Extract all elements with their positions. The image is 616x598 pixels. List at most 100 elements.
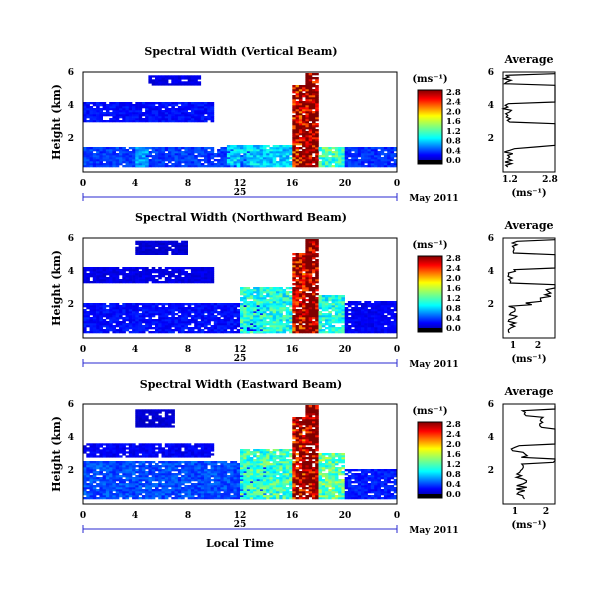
heatmap-cell — [145, 475, 149, 478]
heatmap-cell — [115, 469, 120, 472]
heatmap-cell — [197, 81, 202, 84]
heatmap-cell — [132, 491, 136, 494]
heatmap-cell — [308, 255, 313, 258]
heatmap-cell — [295, 261, 300, 264]
heatmap-cell — [204, 483, 208, 486]
heatmap-cell — [230, 477, 234, 480]
heatmap-cell — [171, 102, 175, 105]
heatmap-cell — [128, 493, 133, 496]
heatmap-cell — [194, 269, 198, 272]
heatmap-cell — [105, 329, 110, 332]
heatmap-cell — [246, 323, 251, 326]
heatmap-cell — [151, 307, 156, 310]
heatmap-cell — [177, 157, 182, 160]
heatmap-cell — [308, 305, 313, 308]
heatmap-cell — [109, 465, 113, 468]
heatmap-cell — [213, 315, 218, 318]
heatmap-cell — [393, 319, 398, 322]
heatmap-cell — [233, 477, 238, 480]
heatmap-cell — [190, 477, 195, 480]
heatmap-cell — [177, 495, 182, 498]
heatmap-cell — [233, 469, 238, 472]
heatmap-cell — [99, 469, 103, 472]
heatmap-cell — [272, 155, 277, 158]
heatmap-cell — [164, 309, 169, 312]
heatmap-cell — [92, 491, 97, 494]
heatmap-cell — [207, 495, 211, 498]
heatmap-cell — [269, 321, 273, 324]
heatmap-cell — [171, 153, 175, 156]
heatmap-cell — [334, 319, 339, 322]
heatmap-cell — [174, 477, 179, 480]
heatmap-cell — [223, 331, 228, 334]
heatmap-cell — [240, 163, 244, 166]
heatmap-cell — [181, 77, 185, 80]
heatmap-cell — [177, 321, 182, 324]
heatmap-cell — [226, 489, 231, 492]
heatmap-cell — [141, 273, 146, 276]
heatmap-cell — [338, 313, 342, 316]
heatmap-cell — [112, 495, 116, 498]
heatmap-cell — [125, 305, 130, 308]
heatmap-cell — [145, 102, 149, 105]
heatmap-cell — [308, 137, 313, 140]
heatmap-cell — [164, 461, 169, 464]
heatmap-cell — [292, 319, 296, 322]
heatmap-cell — [236, 147, 241, 150]
heatmap-cell — [351, 159, 355, 162]
heatmap-cell — [197, 147, 202, 150]
heatmap-cell — [262, 315, 267, 318]
heatmap-cell — [164, 485, 169, 488]
heatmap-cell — [308, 95, 313, 98]
heatmap-cell — [213, 481, 218, 484]
heatmap-cell — [361, 319, 365, 322]
heatmap-cell — [253, 301, 257, 304]
heatmap-cell — [128, 315, 133, 318]
heatmap-cell — [145, 325, 149, 328]
heatmap-cell — [370, 315, 375, 318]
heatmap-cell — [174, 157, 179, 160]
heatmap-cell — [128, 307, 133, 310]
heatmap-cell — [197, 491, 202, 494]
heatmap-cell — [240, 165, 244, 168]
heatmap-cell — [164, 467, 169, 470]
heatmap-cell — [89, 102, 94, 105]
heatmap-cell — [96, 118, 100, 121]
heatmap-cell — [83, 325, 87, 328]
colorbar-tick-label: 0.8 — [446, 137, 461, 147]
heatmap-cell — [158, 118, 162, 121]
heatmap-cell — [177, 252, 182, 255]
heatmap-cell — [145, 242, 149, 245]
heatmap-cell — [253, 295, 257, 298]
heatmap-cell — [305, 243, 309, 246]
heatmap-cell — [112, 487, 116, 490]
heatmap-cell — [177, 479, 182, 482]
heatmap-cell — [223, 487, 228, 490]
heatmap-cell — [132, 461, 136, 464]
heatmap-cell — [135, 329, 139, 332]
heatmap-cell — [243, 293, 247, 296]
heatmap-cell — [112, 281, 116, 284]
heatmap-cell — [367, 311, 372, 314]
heatmap-cell — [190, 281, 195, 284]
heatmap-cell — [177, 153, 182, 156]
heatmap-cell — [119, 313, 123, 316]
heatmap-cell — [112, 275, 116, 278]
heatmap-cell — [200, 112, 205, 115]
heatmap-cell — [174, 469, 179, 472]
heatmap-cell — [125, 159, 130, 162]
heatmap-cell — [331, 151, 336, 154]
heatmap-cell — [155, 467, 159, 470]
heatmap-cell — [266, 321, 270, 324]
heatmap-cell — [89, 114, 94, 117]
heatmap-cell — [243, 321, 247, 324]
heatmap-cell — [132, 489, 136, 492]
avg-x-tick: 2.8 — [542, 175, 558, 185]
heatmap-cell — [233, 479, 238, 482]
x-tick-label: 16 — [286, 345, 299, 355]
heatmap-cell — [119, 489, 123, 492]
heatmap-cell — [105, 321, 110, 324]
heatmap-cell — [164, 118, 169, 121]
heatmap-cell — [164, 153, 169, 156]
heatmap-cell — [102, 267, 107, 270]
